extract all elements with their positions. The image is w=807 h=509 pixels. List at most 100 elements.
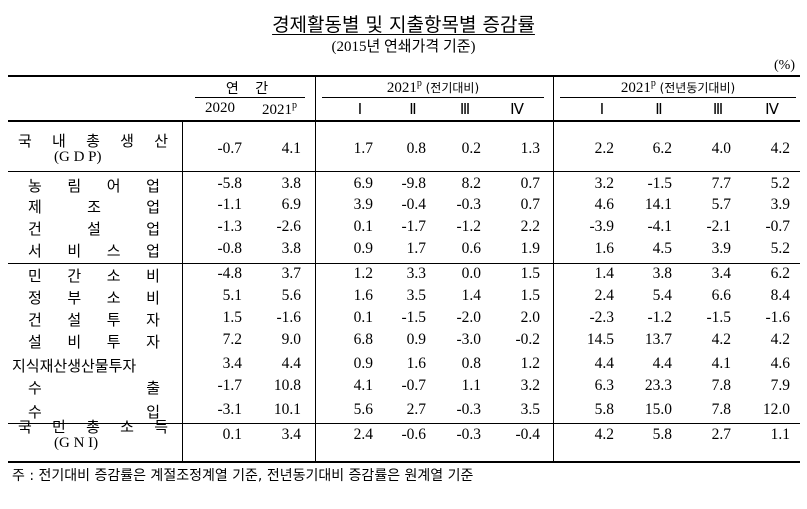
table-cell: -0.7 [217,140,242,157]
table-cell: 5.4 [652,287,672,304]
table-cell: -0.4 [515,426,540,443]
table-cell: -3.9 [589,218,614,235]
table-cell: 0.8 [406,140,426,157]
table-cell: 1.7 [406,240,426,257]
table-cell: 3.4 [222,355,242,372]
header-2020: 2020 [205,100,235,116]
table-cell: 1.4 [594,265,614,282]
table-cell: 7.8 [711,377,731,394]
table-cell: 1.6 [594,240,614,257]
header-qoq-q1: Ⅰ [357,102,363,118]
table-row: 서 비 스 업 -0.8 3.8 0.9 1.7 0.6 1.9 1.6 4.5 3.9 5.2 [0,240,807,261]
table-cell: -5.8 [217,175,242,192]
table-cell: 7.7 [711,175,731,192]
table-cell: 2.0 [520,309,540,326]
table-cell: 7.8 [711,401,731,418]
table-cell: 1.6 [353,287,373,304]
table-cell: -1.1 [217,196,242,213]
header-bottom-rule [8,120,800,122]
table-row: 국 민 총 소 득 (G N I) 0.1 3.4 2.4 -0.6 -0.3 -0.4 4.2 5.8 2… [0,418,807,451]
table-cell: -1.6 [276,309,301,326]
divider-qoq [553,75,554,462]
table-cell: 3.5 [520,401,540,418]
table-cell: 6.9 [281,196,301,213]
table-row: 수 입 -3.1 10.1 5.6 2.7 -0.3 3.5 5.8 15.0 7.8 12.0 [0,401,807,422]
table-cell: 6.6 [711,287,731,304]
table-cell: 5.8 [594,401,614,418]
table-cell: 3.4 [711,265,731,282]
table-row: 농 림 어 업 -5.8 3.8 6.9 -9.8 8.2 0.7 3.2 -1.5 7.7 5.2 [0,175,807,196]
table-cell: 0.1 [222,426,242,443]
table-cell: 0.9 [353,240,373,257]
table-cell: -3.1 [217,401,242,418]
table-cell: 5.6 [281,287,301,304]
table-cell: 4.6 [770,355,790,372]
table-cell: 7.9 [770,377,790,394]
table-cell: 1.5 [520,287,540,304]
table-row: 지식재산생산물투자 3.4 4.4 0.9 1.6 0.8 1.2 4.4 4.4 4.1 4.6 [0,355,807,376]
table-cell: 8.4 [770,287,790,304]
table-cell: 4.2 [770,140,790,157]
top-rule [8,75,800,77]
header-yoy-q2: Ⅱ [655,102,663,118]
table-cell: 1.6 [406,355,426,372]
table-cell: -1.3 [217,218,242,235]
table-cell: 5.7 [711,196,731,213]
rule-before-gni [8,423,800,424]
table-cell: -0.3 [456,426,481,443]
table-cell: -1.2 [647,309,672,326]
table-cell: 3.9 [770,196,790,213]
table-cell: -4.8 [217,265,242,282]
table-cell: 3.3 [406,265,426,282]
table-cell: 0.1 [353,309,373,326]
table-row: 민 간 소 비 -4.8 3.7 1.2 3.3 0.0 1.5 1.4 3.8 3.4 6.2 [0,265,807,286]
table-cell: 1.2 [520,355,540,372]
table-cell: -2.3 [589,309,614,326]
table-row: 건 설 업 -1.3 -2.6 0.1 -1.7 -1.2 2.2 -3.9 -4.1 -2.1 -0.… [0,218,807,239]
header-yoy-q3: Ⅲ [712,102,724,118]
table-cell: 1.1 [770,426,790,443]
table-cell: -1.6 [765,309,790,326]
table-cell: 2.4 [594,287,614,304]
table-cell: 0.9 [353,355,373,372]
qoq-subrule [322,97,544,98]
table-cell: 4.4 [281,355,301,372]
table-cell: 3.9 [353,196,373,213]
table-cell: 10.1 [273,401,301,418]
footnote: 주 : 전기대비 증감률은 계절조정계열 기준, 전년동기대비 증감률은 원계열… [12,468,474,484]
table-cell: 3.2 [594,175,614,192]
table-cell: 2.2 [594,140,614,157]
table-cell: -0.3 [456,196,481,213]
table-cell: 1.4 [461,287,481,304]
table-cell: 1.5 [222,309,242,326]
header-qoq: 2021p (전기대비) [386,78,480,96]
divider-labels [182,122,183,462]
table-cell: 3.8 [281,175,301,192]
table-cell: -0.6 [401,426,426,443]
table-cell: 3.8 [281,240,301,257]
header-qoq-q4: Ⅳ [510,102,524,118]
table-cell: 10.8 [273,377,301,394]
table-cell: 14.1 [644,196,672,213]
table-cell: -0.2 [515,331,540,348]
table-row: 건 설 투 자 1.5 -1.6 0.1 -1.5 -2.0 2.0 -2.3 -1.2 -1.5 -1.… [0,309,807,330]
table-cell: 3.9 [711,240,731,257]
table-cell: 1.3 [520,140,540,157]
table-cell: -1.5 [401,309,426,326]
table-cell: 15.0 [644,401,672,418]
header-2021: 2021p [262,100,297,118]
table-cell: 5.2 [770,175,790,192]
header-qoq-q3: Ⅲ [459,102,471,118]
rule-after-gdp [8,171,800,172]
table-cell: 23.3 [644,377,672,394]
table-cell: 2.7 [711,426,731,443]
table-cell: -0.7 [401,377,426,394]
